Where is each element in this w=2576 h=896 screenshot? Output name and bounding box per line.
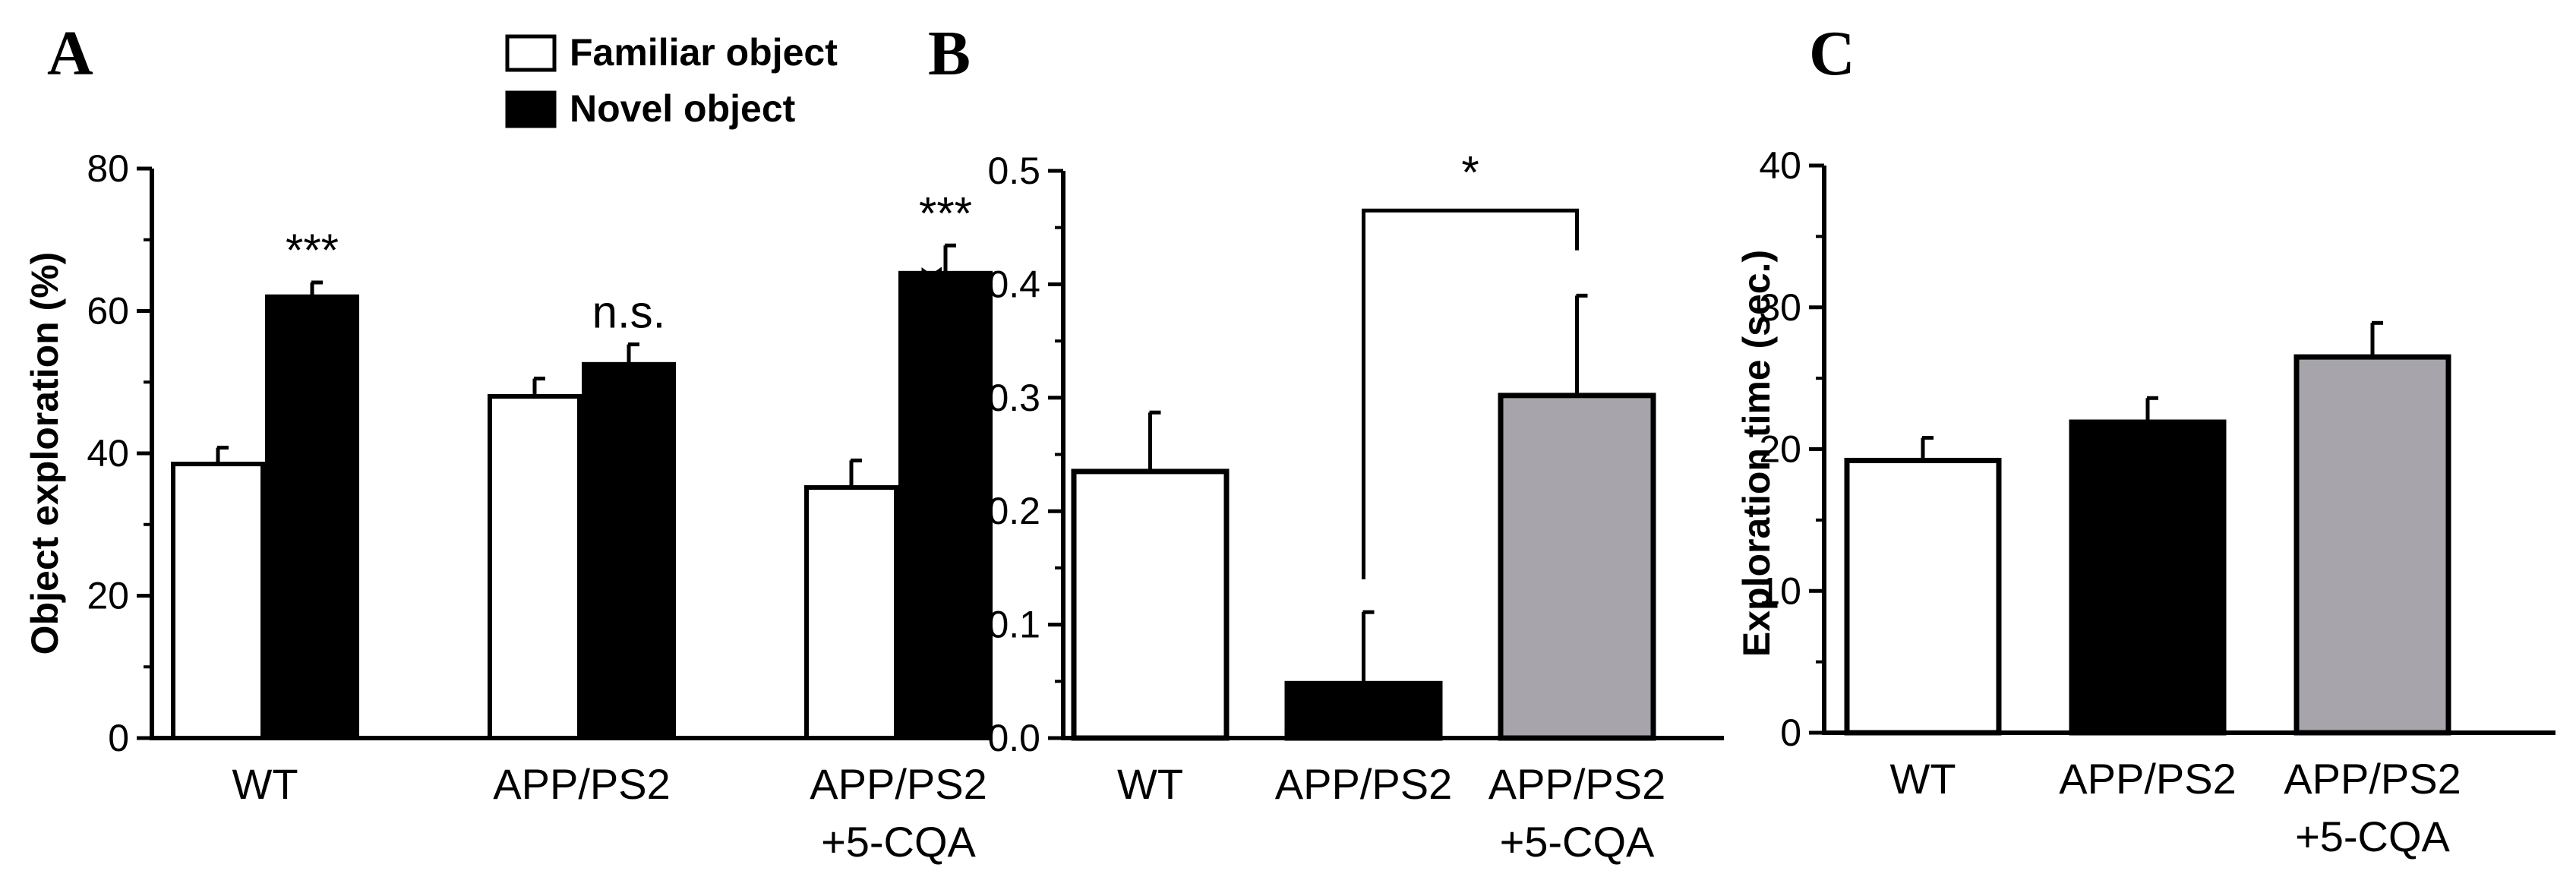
y-tick-label: 0 <box>108 717 129 759</box>
bar-familiar <box>804 485 898 740</box>
y-tick-label: 60 <box>87 290 129 333</box>
y-tick-label: 20 <box>1759 428 1801 471</box>
x-category-label: WT <box>1117 760 1183 808</box>
y-tick-label: 0.0 <box>987 717 1040 759</box>
legend-swatch <box>505 90 557 128</box>
x-category-label: APP/PS2 <box>810 760 987 808</box>
bar-novel <box>898 270 993 740</box>
legend-label: Familiar object <box>570 31 838 74</box>
y-axis-label: Discrimination index <box>908 267 950 640</box>
legend-label: Novel object <box>570 87 796 130</box>
bar-novel <box>582 361 676 740</box>
legend: Familiar object Novel object <box>505 31 838 130</box>
y-tick-label: 40 <box>87 432 129 475</box>
y-axis-label: Exploration time (sec.) <box>1735 250 1778 657</box>
y-tick-label: 40 <box>1759 144 1801 187</box>
y-tick-label: 20 <box>87 575 129 617</box>
y-tick-label: 0.3 <box>987 377 1040 419</box>
y-tick-label: 0.5 <box>987 150 1040 192</box>
x-category-label: APP/PS2 <box>2284 755 2461 803</box>
panel-c: C 0 10 20 30 40 Exploration time (sec.) WT APP/… <box>1735 18 2555 860</box>
significance-label: n.s. <box>592 287 666 338</box>
bar-familiar <box>171 462 265 740</box>
panel-b: B 0.0 0.1 0.2 0.3 0.4 0.5 Discrimination index… <box>908 18 1724 866</box>
y-tick-label: 0.2 <box>987 490 1040 532</box>
panel-a-letter: A <box>47 18 93 89</box>
panel-a: A Familiar object Novel object 0 20 40 60 80 O… <box>24 18 993 866</box>
bar-novel <box>265 294 359 740</box>
significance-bracket <box>1362 208 1579 579</box>
x-category-label: WT <box>232 760 298 808</box>
y-tick-label: 0 <box>1780 711 1801 754</box>
bar <box>1284 680 1443 741</box>
y-tick-label: 30 <box>1759 286 1801 329</box>
y-tick-label: 10 <box>1759 569 1801 612</box>
significance-label: *** <box>919 188 972 238</box>
x-category-label: APP/PS2 <box>1488 760 1665 808</box>
y-tick-label: 0.4 <box>987 263 1040 305</box>
bar <box>2069 419 2227 736</box>
significance-label: * <box>1461 147 1479 197</box>
y-tick-label: 80 <box>87 147 129 190</box>
significance-label: *** <box>286 225 339 276</box>
x-category-label: APP/PS2 <box>1275 760 1452 808</box>
y-axis-label: Object exploration (%) <box>24 252 66 655</box>
bar <box>1071 469 1230 741</box>
x-category-label: APP/PS2 <box>493 760 670 808</box>
x-category-label: +5-CQA <box>2295 812 2450 860</box>
panel-c-letter: C <box>1809 18 1855 89</box>
legend-swatch <box>505 34 557 72</box>
bar <box>2293 354 2451 736</box>
bar <box>1844 457 2002 736</box>
panel-b-letter: B <box>928 18 971 89</box>
x-category-label: APP/PS2 <box>2059 755 2236 803</box>
x-category-label: +5-CQA <box>821 818 976 866</box>
x-category-label: WT <box>1889 755 1956 803</box>
x-category-label: +5-CQA <box>1500 818 1655 866</box>
bar-familiar <box>488 394 582 740</box>
bar <box>1498 393 1656 741</box>
y-tick-label: 0.1 <box>987 604 1040 646</box>
